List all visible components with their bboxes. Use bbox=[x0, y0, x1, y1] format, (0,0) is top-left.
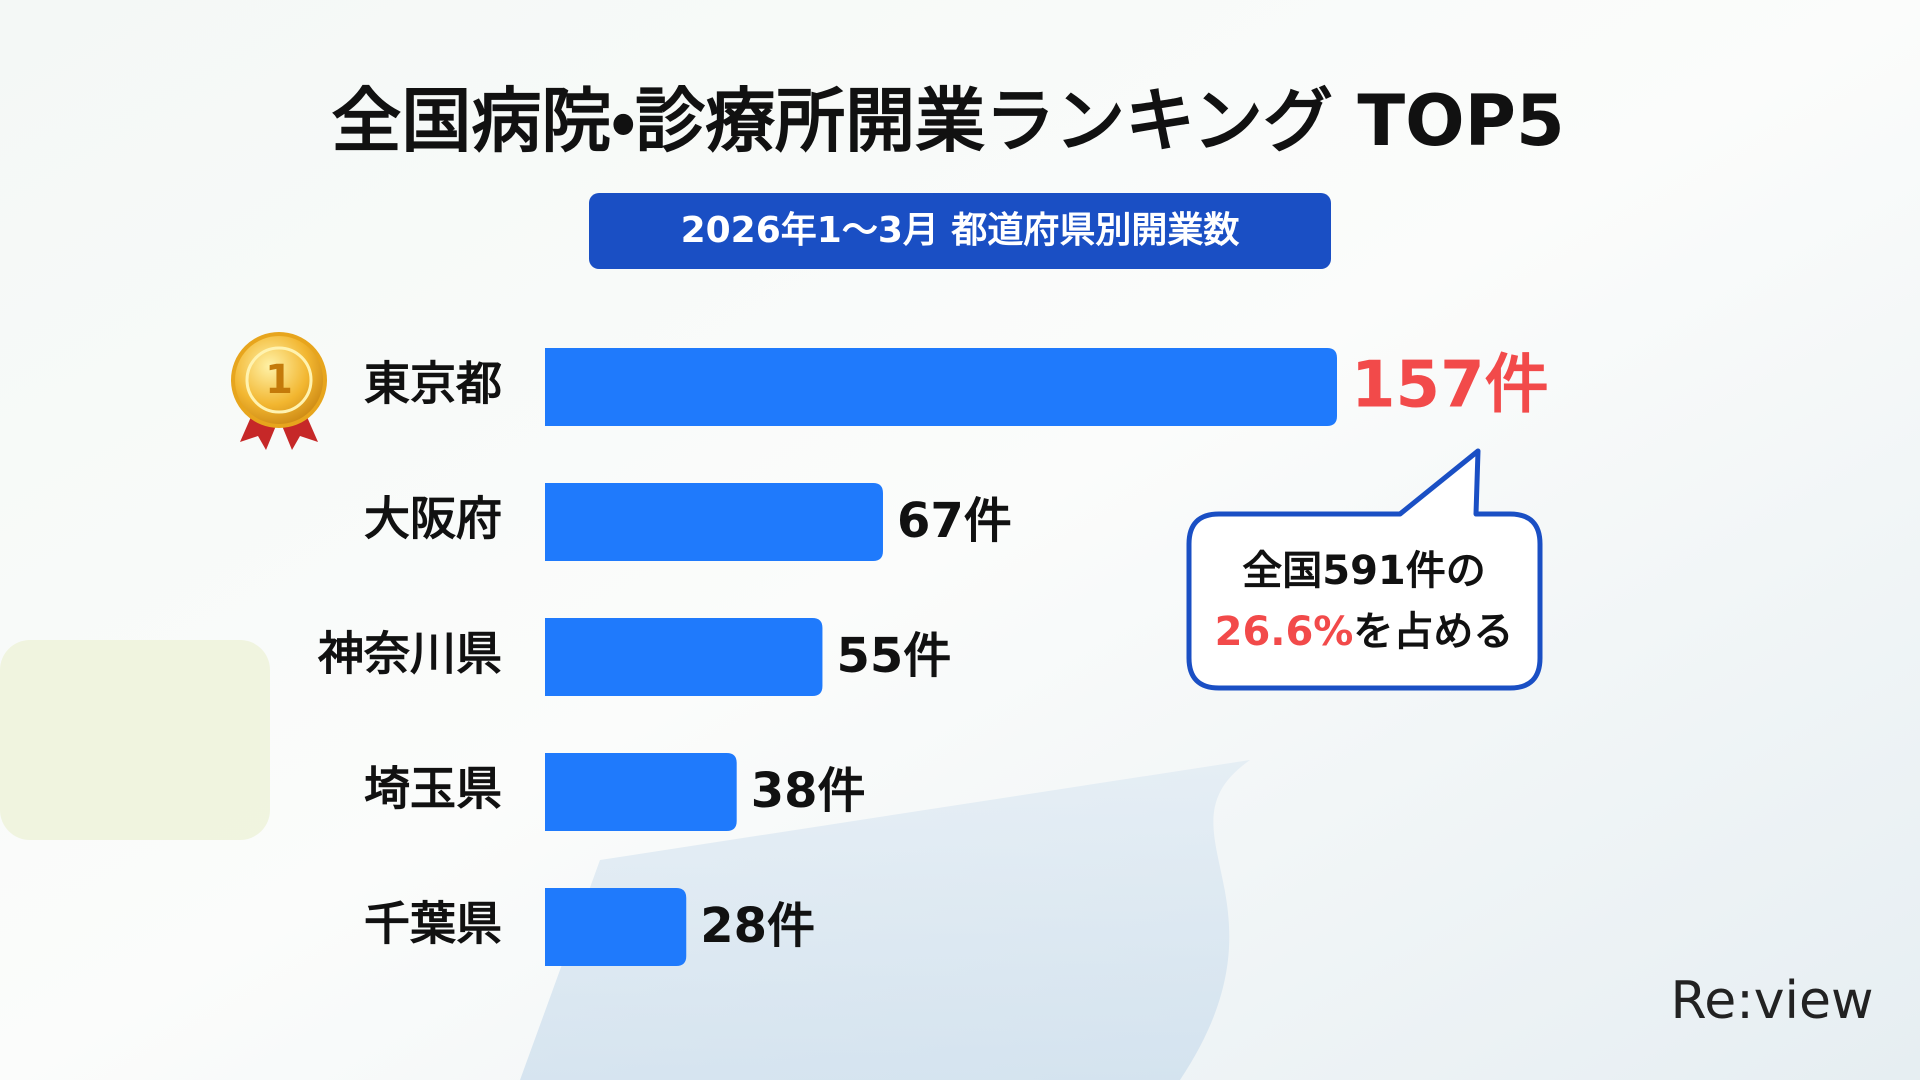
subtitle-pill bbox=[589, 193, 1331, 269]
category-label: 千葉県 bbox=[364, 897, 502, 951]
category-label: 東京都 bbox=[364, 357, 502, 411]
category-label: 埼玉県 bbox=[364, 762, 502, 816]
value-label: 55件 bbox=[836, 628, 951, 684]
bar bbox=[545, 618, 823, 696]
value-label: 28件 bbox=[700, 898, 815, 954]
value-label: 157件 bbox=[1351, 349, 1549, 423]
callout-text: を占める bbox=[1353, 609, 1513, 655]
callout: 全国591件の 26.6%を占める bbox=[1186, 448, 1543, 691]
category-label: 神奈川県 bbox=[317, 627, 502, 681]
callout-text: 26.6%を占める bbox=[1215, 609, 1514, 655]
value-label: 67件 bbox=[897, 493, 1012, 549]
chart-subtitle: 2026年1～3月 都道府県別開業数 bbox=[681, 210, 1240, 251]
brand-logo: Re:view bbox=[1670, 971, 1873, 1031]
bar bbox=[545, 888, 687, 966]
bar bbox=[545, 483, 883, 561]
medal: 1 bbox=[231, 332, 327, 450]
svg-text:1: 1 bbox=[265, 357, 293, 403]
callout-text: 全国591件の bbox=[1242, 548, 1486, 594]
callout-highlight: 26.6% bbox=[1215, 609, 1354, 655]
background-floor bbox=[520, 760, 1250, 1080]
value-label: 38件 bbox=[751, 763, 866, 819]
bar bbox=[545, 348, 1337, 426]
bar bbox=[545, 753, 737, 831]
category-label: 大阪府 bbox=[364, 492, 502, 546]
background-chair bbox=[0, 640, 270, 840]
chart-title: 全国病院・診療所開業ランキング TOP5 bbox=[331, 80, 1564, 162]
